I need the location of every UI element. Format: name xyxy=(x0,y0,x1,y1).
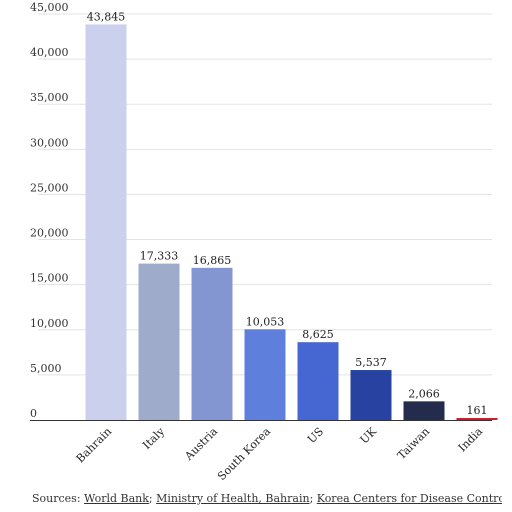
x-tick-label: Taiwan xyxy=(395,425,432,462)
data-label: 8,625 xyxy=(302,328,334,341)
source-link[interactable]: Ministry of Health, Bahrain xyxy=(156,493,310,505)
y-tick-label: 0 xyxy=(30,407,37,420)
y-axis: 0 5,000 10,000 15,000 20,000 25,000 30,000 35,0… xyxy=(30,1,69,420)
bar-austria xyxy=(191,267,233,420)
bar-india xyxy=(456,418,498,420)
y-tick-label: 10,000 xyxy=(30,317,69,330)
bar-taiwan xyxy=(403,401,445,420)
bars xyxy=(85,24,498,421)
bar-us xyxy=(297,342,339,420)
data-label: 16,865 xyxy=(193,254,232,267)
y-tick-label: 30,000 xyxy=(30,136,69,149)
y-tick-label: 45,000 xyxy=(30,1,69,14)
data-label: 43,845 xyxy=(87,10,126,23)
x-tick-label: Bahrain xyxy=(74,425,114,465)
sources-prefix: Sources: xyxy=(32,493,85,505)
x-tick-label: India xyxy=(456,425,486,455)
x-tick-label: US xyxy=(305,425,326,446)
sources-note: Sources: World Bank; Ministry of Health,… xyxy=(32,493,502,512)
source-separator: ; xyxy=(148,493,157,505)
y-tick-label: 15,000 xyxy=(30,272,69,285)
source-link[interactable]: World Bank xyxy=(84,493,149,505)
data-label: 10,053 xyxy=(246,315,285,328)
data-label: 161 xyxy=(467,404,488,417)
x-tick-label: Austria xyxy=(182,425,221,464)
y-tick-label: 40,000 xyxy=(30,46,69,59)
y-tick-label: 25,000 xyxy=(30,181,69,194)
data-label: 2,066 xyxy=(408,387,440,400)
data-label: 17,333 xyxy=(140,250,179,263)
bar-south-korea xyxy=(244,329,286,420)
bar-bahrain xyxy=(85,24,127,421)
bar-italy xyxy=(138,263,180,420)
source-link[interactable]: Korea Centers for Disease Control and Pr… xyxy=(316,493,502,505)
source-links: World Bank; Ministry of Health, Bahrain;… xyxy=(84,493,502,505)
x-tick-label: Italy xyxy=(140,424,167,451)
data-labels: 43,845 17,333 16,865 10,053 8,625 5,537 2,066 1… xyxy=(87,10,488,417)
y-tick-label: 35,000 xyxy=(30,91,69,104)
data-label: 5,537 xyxy=(355,356,387,369)
y-tick-label: 5,000 xyxy=(30,362,62,375)
x-tick-label: South Korea xyxy=(215,425,273,483)
x-tick-label: UK xyxy=(358,424,380,446)
bar-uk xyxy=(350,370,392,420)
y-tick-label: 20,000 xyxy=(30,227,69,240)
source-separator: ; xyxy=(309,493,317,505)
